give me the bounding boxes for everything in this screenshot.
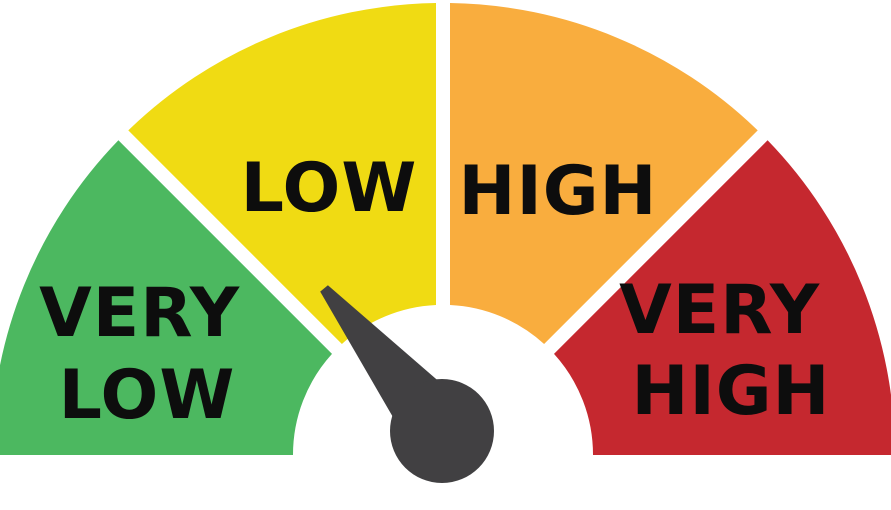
segment-very-low-line-1: VERY [39,274,240,353]
gauge-needle [320,285,494,483]
gauge-segments [0,3,891,455]
segment-very-high-line-2: HIGH [632,352,831,431]
segment-very-low [0,140,332,455]
segment-high-line-1: HIGH [459,152,658,231]
gauge-labels: VERY LOW LOW HIGH VERY HIGH [39,149,845,435]
needle-hub [390,379,494,483]
segment-low-label: LOW [241,149,418,228]
segment-very-low-line-2: LOW [59,356,236,435]
segment-low [128,3,437,344]
segment-very-high [554,140,891,455]
segment-high [450,3,758,344]
segment-very-high-label: VERY HIGH [619,271,845,431]
segment-low-line-1: LOW [241,149,418,228]
segment-very-low-label: VERY LOW [39,274,265,435]
segment-high-label: HIGH [459,152,658,231]
segment-very-high-line-1: VERY [619,271,820,350]
